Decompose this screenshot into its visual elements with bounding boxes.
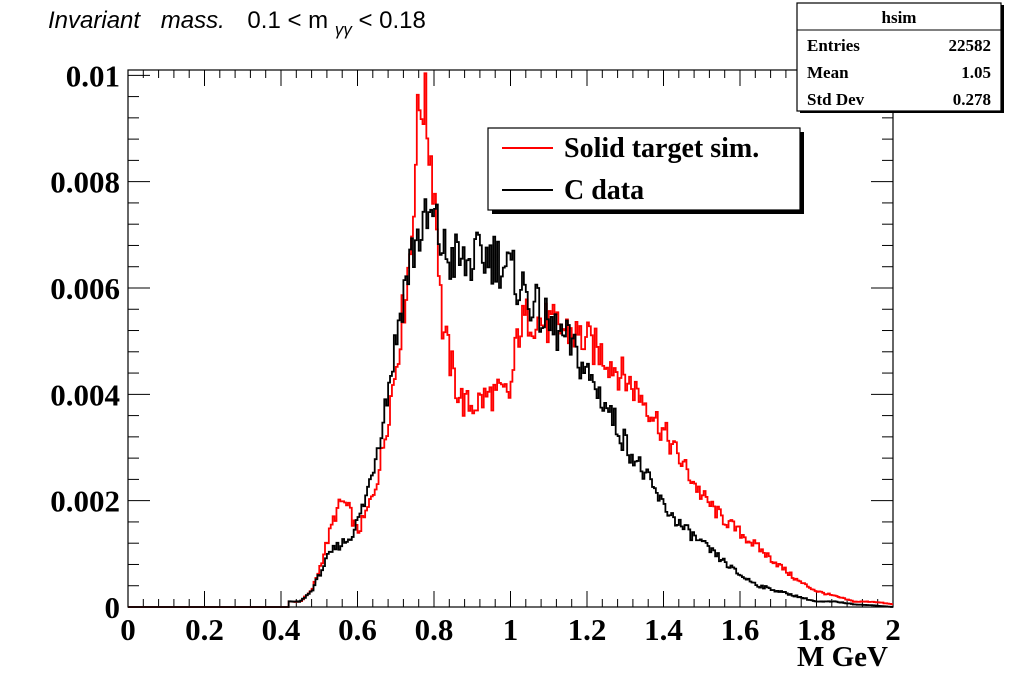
y-tick-label: 0.01 [66,58,120,93]
series-group [128,72,893,608]
y-ticks [128,74,893,608]
title-part-2: mass. [161,7,225,34]
x-tick-label: 0 [120,612,136,647]
y-tick-label: 0.008 [50,165,120,200]
x-tick-label: 1 [503,612,519,647]
y-tick-label: 0.006 [50,271,120,306]
stats-title: hsim [882,8,917,27]
legend-box [487,127,801,211]
x-tick-label: 0.2 [185,612,224,647]
title-subscript: γγ [335,20,354,39]
x-tick-label: 0.4 [262,612,301,647]
legend: Solid target sim. C data [487,127,804,214]
series-c-data-line [128,198,893,608]
x-tick-label: 1.2 [568,612,607,647]
stats-entries-label: Entries [807,36,860,55]
x-tick-label: 1.8 [797,612,836,647]
x-tick-label: 2 [885,612,901,647]
title-part-1: Invariant [48,7,141,34]
stats-stddev-value: 0.278 [953,90,991,109]
stats-mean-value: 1.05 [961,63,991,82]
x-tick-label: 1.4 [644,612,683,647]
series-solid-target-sim-line [128,72,893,608]
stats-entries-value: 22582 [949,36,992,55]
x-tick-label: 1.6 [721,612,760,647]
x-tick-labels: 0 0.2 0.4 0.6 0.8 1 1.2 1.4 1.6 1.8 2 [120,612,901,647]
stats-box: hsim Entries 22582 Mean 1.05 Std Dev 0.2… [796,2,1004,113]
x-tick-label: 0.6 [338,612,377,647]
x-axis-label: M GeV [797,641,888,673]
chart-title: Invariant mass. 0.1 < m γγ < 0.18 [48,7,426,41]
title-part-5: < 0.18 [358,7,425,34]
stats-mean-label: Mean [807,63,849,82]
y-tick-label: 0.004 [50,377,120,412]
legend-label-data: C data [564,175,644,206]
stats-stddev-label: Std Dev [807,90,865,109]
title-part-3: 0.1 < m [247,7,328,34]
y-tick-label: 0 [105,590,121,625]
y-tick-label: 0.002 [50,484,120,519]
x-tick-label: 0.8 [415,612,454,647]
y-tick-labels: 0 0.002 0.004 0.006 0.008 0.01 [50,58,120,625]
legend-label-sim: Solid target sim. [564,133,759,164]
